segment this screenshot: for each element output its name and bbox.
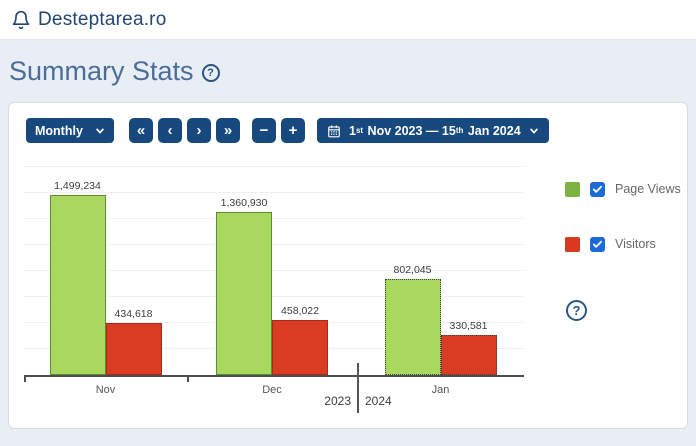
page-views-color-swatch xyxy=(565,181,580,197)
nav-last-button[interactable]: » xyxy=(216,118,240,143)
date-range-end-rest: Jan 2024 xyxy=(464,123,521,138)
plot-area: 1,499,234 434,618 1,360,930 458,022 802,045 3… xyxy=(24,163,524,377)
stats-card: Monthly « ‹ › » − + xyxy=(8,102,688,429)
nav-button-group: « ‹ › » xyxy=(129,118,240,143)
legend-label-page-views: Page Views xyxy=(615,182,681,196)
zoom-in-button[interactable]: + xyxy=(281,118,305,143)
axis-tick xyxy=(24,377,26,382)
notification-bell-icon[interactable] xyxy=(11,10,31,30)
bar-value-label: 330,581 xyxy=(449,320,488,332)
page-title: Summary Stats xyxy=(9,55,194,86)
x-axis-label-nov: Nov xyxy=(95,384,116,396)
x-axis-label-jan: Jan xyxy=(431,384,450,396)
date-range-start-rest: Nov 2023 xyxy=(364,123,426,138)
period-select-label: Monthly xyxy=(35,123,83,138)
zoom-button-group: − + xyxy=(252,118,305,143)
chart-legend: Page Views Visitors ? xyxy=(565,181,681,321)
nav-next-button[interactable]: › xyxy=(187,118,211,143)
visitors-checkbox[interactable] xyxy=(590,236,605,252)
date-range-start-day: 1 xyxy=(349,123,356,138)
nav-prev-button[interactable]: ‹ xyxy=(158,118,182,143)
site-title: Desteptarea.ro xyxy=(38,8,167,30)
legend-item-visitors: Visitors xyxy=(565,236,681,252)
chart-toolbar: Monthly « ‹ › » − + xyxy=(26,118,549,143)
bar-value-label: 1,499,234 xyxy=(54,180,101,192)
bar-value-label: 458,022 xyxy=(281,305,319,317)
bar-visitors-nov xyxy=(105,323,162,375)
bar-value-label: 802,045 xyxy=(393,264,432,276)
date-range-end-day: 15 xyxy=(441,123,456,138)
bar-page-views-nov xyxy=(49,195,106,375)
chart-help-icon[interactable]: ? xyxy=(566,300,587,321)
topbar: Desteptarea.ro xyxy=(0,0,696,40)
heading-help-icon[interactable]: ? xyxy=(201,64,220,82)
visitors-color-swatch xyxy=(565,236,580,252)
nav-first-button[interactable]: « xyxy=(129,118,153,143)
bar-chart: 1,499,234 434,618 1,360,930 458,022 802,045 3… xyxy=(9,103,687,428)
bar-value-label: 1,360,930 xyxy=(220,197,268,209)
bar-visitors-dec xyxy=(272,320,328,375)
period-select[interactable]: Monthly xyxy=(26,118,114,143)
bar-page-views-dec xyxy=(216,212,272,375)
bar-value-label: 434,618 xyxy=(114,308,153,320)
page-views-checkbox[interactable] xyxy=(590,181,605,197)
calendar-icon xyxy=(327,124,341,138)
year-label-right: 2024 xyxy=(365,394,392,408)
legend-item-page-views: Page Views xyxy=(565,181,681,197)
x-axis-label-dec: Dec xyxy=(262,384,282,396)
bar-page-views-jan xyxy=(384,279,441,375)
axis-tick xyxy=(187,377,189,382)
year-label-left: 2023 xyxy=(324,394,351,408)
bar-visitors-jan xyxy=(440,335,497,375)
date-range-separator: — xyxy=(425,123,442,138)
chevron-down-icon xyxy=(95,126,105,136)
year-break-line xyxy=(357,363,359,413)
page-heading-row: Summary Stats ? xyxy=(0,40,696,102)
chevron-down-icon xyxy=(529,126,539,136)
legend-label-visitors: Visitors xyxy=(615,237,656,251)
zoom-out-button[interactable]: − xyxy=(252,118,276,143)
